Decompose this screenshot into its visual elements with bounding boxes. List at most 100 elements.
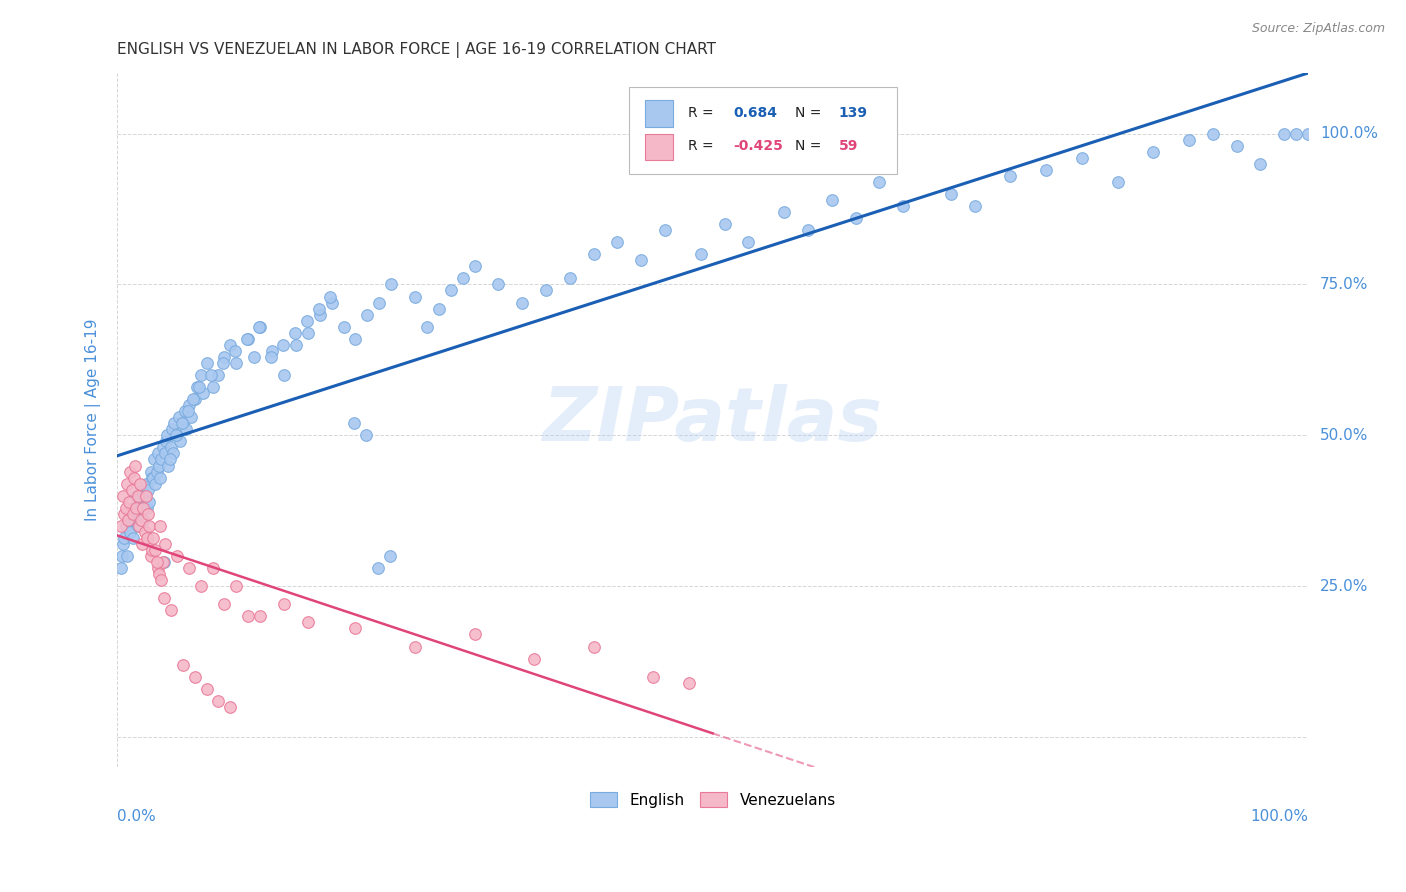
- Point: [343, 417, 366, 431]
- Point: [143, 452, 166, 467]
- Point: [121, 531, 143, 545]
- Text: 139: 139: [839, 106, 868, 120]
- Point: [416, 319, 439, 334]
- Point: [127, 519, 149, 533]
- Point: [1296, 127, 1319, 141]
- Point: [534, 284, 557, 298]
- Point: [344, 622, 367, 636]
- Point: [110, 519, 132, 533]
- Point: [354, 428, 377, 442]
- Point: [148, 567, 170, 582]
- Point: [114, 500, 136, 515]
- Point: [138, 494, 160, 508]
- Point: [190, 579, 212, 593]
- Point: [177, 561, 200, 575]
- Point: [160, 422, 183, 436]
- Point: [118, 507, 141, 521]
- FancyBboxPatch shape: [645, 134, 673, 160]
- Point: [344, 332, 367, 346]
- Point: [368, 295, 391, 310]
- Point: [139, 549, 162, 563]
- Point: [152, 441, 174, 455]
- Point: [118, 494, 141, 508]
- Point: [582, 247, 605, 261]
- Legend: English, Venezuelans: English, Venezuelans: [582, 784, 844, 815]
- Point: [115, 476, 138, 491]
- Point: [773, 205, 796, 219]
- Point: [172, 657, 194, 672]
- Point: [219, 338, 242, 352]
- Point: [145, 543, 167, 558]
- Point: [120, 524, 142, 539]
- Point: [166, 428, 188, 442]
- Point: [238, 609, 260, 624]
- Point: [160, 441, 183, 455]
- Point: [127, 489, 149, 503]
- Point: [797, 223, 820, 237]
- Point: [297, 326, 319, 340]
- Point: [1070, 151, 1092, 165]
- Point: [155, 434, 177, 449]
- Point: [159, 452, 181, 467]
- Point: [132, 513, 155, 527]
- Point: [427, 301, 450, 316]
- Point: [678, 675, 700, 690]
- Point: [138, 519, 160, 533]
- Point: [129, 483, 152, 497]
- Point: [249, 319, 271, 334]
- Point: [122, 507, 145, 521]
- Point: [146, 561, 169, 575]
- Point: [112, 489, 135, 503]
- Point: [195, 681, 218, 696]
- Text: 50.0%: 50.0%: [1320, 428, 1368, 442]
- Text: Source: ZipAtlas.com: Source: ZipAtlas.com: [1251, 22, 1385, 36]
- Point: [131, 537, 153, 551]
- Point: [167, 410, 190, 425]
- Point: [152, 555, 174, 569]
- Point: [112, 531, 135, 545]
- Point: [214, 350, 236, 364]
- Point: [166, 549, 188, 563]
- Point: [149, 519, 172, 533]
- Point: [284, 326, 307, 340]
- Point: [188, 380, 211, 394]
- Point: [165, 428, 187, 442]
- Text: 100.0%: 100.0%: [1250, 809, 1308, 824]
- Point: [224, 343, 246, 358]
- Point: [183, 670, 205, 684]
- Point: [689, 247, 711, 261]
- Point: [135, 489, 157, 503]
- Point: [142, 531, 165, 545]
- Point: [149, 470, 172, 484]
- Point: [332, 319, 354, 334]
- Point: [451, 271, 474, 285]
- Point: [654, 223, 676, 237]
- Point: [153, 537, 176, 551]
- Point: [128, 519, 150, 533]
- Point: [153, 446, 176, 460]
- Point: [247, 319, 270, 334]
- Point: [523, 651, 546, 665]
- Point: [128, 476, 150, 491]
- Point: [404, 289, 426, 303]
- Text: ZIPatlas: ZIPatlas: [543, 384, 883, 457]
- Point: [1226, 138, 1249, 153]
- Point: [284, 338, 307, 352]
- Point: [162, 446, 184, 460]
- Point: [214, 597, 236, 611]
- Point: [129, 513, 152, 527]
- Point: [141, 470, 163, 484]
- Point: [145, 476, 167, 491]
- Point: [1035, 162, 1057, 177]
- Point: [200, 368, 222, 382]
- Point: [134, 524, 156, 539]
- Point: [868, 175, 890, 189]
- Point: [308, 308, 330, 322]
- Point: [128, 507, 150, 521]
- Point: [190, 368, 212, 382]
- Point: [1249, 157, 1271, 171]
- FancyBboxPatch shape: [630, 87, 897, 174]
- Point: [145, 555, 167, 569]
- Point: [713, 217, 735, 231]
- Point: [643, 670, 665, 684]
